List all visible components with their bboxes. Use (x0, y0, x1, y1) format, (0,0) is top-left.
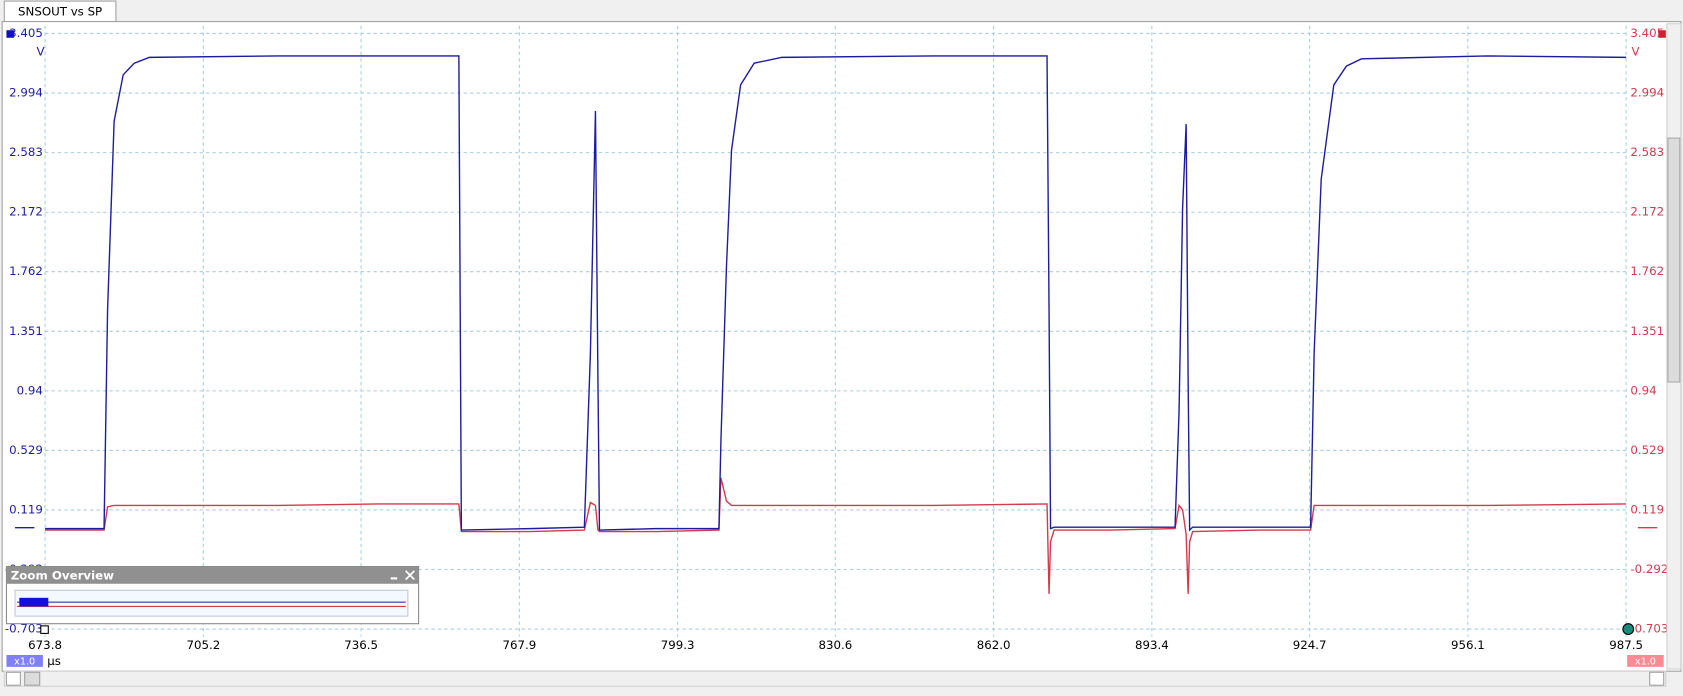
view-panel (1, 21, 1682, 672)
y-unit: V (36, 44, 44, 58)
x-scale-badge (6, 654, 43, 667)
ruler-handle[interactable] (1622, 623, 1635, 636)
y-tick-label: 3.405 (9, 26, 43, 40)
x-tick-label: 924.7 (1293, 638, 1327, 652)
x-tick-label: 673.8 (28, 638, 62, 652)
close-button[interactable] (405, 570, 415, 581)
channel-b-marker (1658, 30, 1666, 38)
x-tick-label: 705.2 (186, 638, 220, 652)
x-unit: μs (47, 654, 61, 668)
x-tick-label: 767.9 (502, 638, 536, 652)
y2-tick-label: 0.529 (1630, 443, 1664, 457)
y-tick-label: 2.583 (9, 145, 43, 159)
horizontal-scrollbar[interactable] (3, 670, 1667, 687)
y2-tick-label: -0.703 (1630, 622, 1668, 636)
scroll-left-button[interactable] (5, 671, 21, 686)
x-tick-label: 830.6 (818, 638, 852, 652)
plot-area: 673.8 705.2 736.5 767.9 799.3 830.6 862.0 893.4… (5, 25, 1668, 652)
tab-label: SNSOUT vs SP (18, 4, 102, 18)
y2-tick-label: 3.405 (1630, 26, 1664, 40)
y2-tick-label: 1.762 (1630, 264, 1664, 278)
x-tick-label: 799.3 (661, 638, 695, 652)
y-tick-label: 0.119 (9, 502, 43, 516)
y2-tick-label: -0.292 (1630, 562, 1668, 576)
x-tick-label: 862.0 (977, 638, 1011, 652)
y2-tick-label: 2.994 (1630, 86, 1664, 100)
horizontal-scroll-thumb[interactable] (24, 671, 41, 686)
zoom-overview-title: Zoom Overview (11, 569, 114, 583)
y-tick-label: 1.762 (9, 264, 43, 278)
y-tick-label: 0.94 (17, 383, 43, 397)
x-scale-label: x1.0 (14, 656, 35, 667)
y-tick-label: 0.529 (9, 443, 43, 457)
vertical-scroll-thumb[interactable] (1667, 137, 1681, 383)
trace (45, 477, 1627, 594)
y2-tick-label: 2.583 (1630, 145, 1664, 159)
zoom-overview-header (6, 566, 419, 584)
y-tick-label: 1.351 (9, 324, 43, 338)
y2-tick-label: 1.351 (1630, 324, 1664, 338)
ruler-handle[interactable] (40, 625, 49, 634)
y2-scale-badge (1627, 654, 1664, 667)
channel-a-marker (6, 30, 14, 38)
x-tick-label: 736.5 (344, 638, 378, 652)
zoom-overview: Zoom Overview (5, 565, 420, 625)
x-tick-label: 956.1 (1451, 638, 1485, 652)
x-tick-label: 987.5 (1609, 638, 1643, 652)
overview-strip (14, 589, 409, 617)
y2-tick-label: 2.172 (1630, 205, 1664, 219)
y2-scale-label: x1.0 (1635, 656, 1656, 667)
y-tick-label: 2.994 (9, 86, 43, 100)
y2-tick-label: 0.119 (1630, 502, 1664, 516)
y-tick-label: -0.703 (5, 622, 43, 636)
overview-window[interactable] (19, 597, 49, 607)
scroll-right-button[interactable] (1649, 671, 1665, 686)
trace (45, 55, 1627, 532)
y2-tick-label: 0.94 (1630, 383, 1656, 397)
y-tick-label: 2.172 (9, 205, 43, 219)
y2-unit: V (1631, 44, 1639, 58)
x-tick-label: 893.4 (1135, 638, 1169, 652)
